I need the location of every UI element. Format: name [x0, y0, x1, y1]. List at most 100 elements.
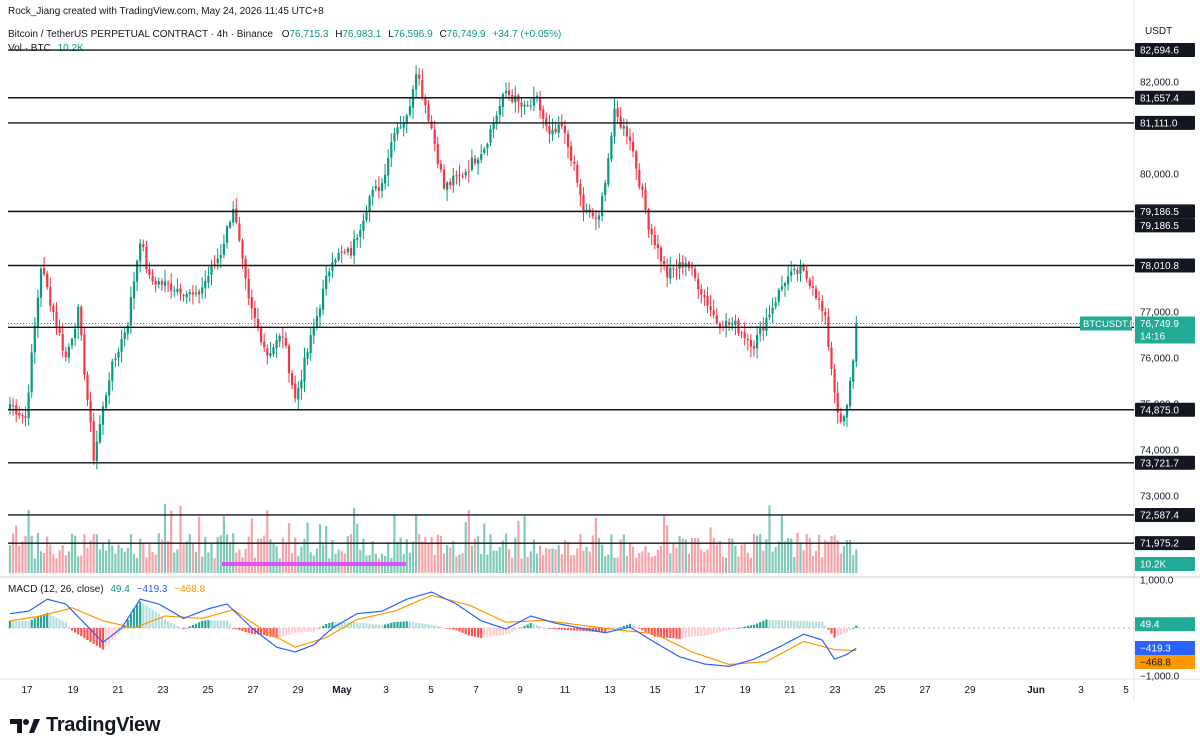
- candle-body: [362, 220, 365, 231]
- volume-bar: [411, 541, 415, 573]
- macd-histogram-bar: [545, 627, 548, 629]
- macd-histogram-bar: [430, 624, 433, 628]
- macd-histogram-bar: [123, 625, 126, 628]
- volume-bar: [700, 549, 703, 573]
- volume-bar: [737, 556, 740, 573]
- volume-bar: [359, 549, 362, 573]
- volume-bar: [591, 535, 594, 573]
- macd-histogram-bar: [694, 628, 697, 637]
- macd-histogram-bar: [455, 628, 458, 631]
- volume-legend[interactable]: Vol · BTC 10.2K: [8, 43, 84, 54]
- macd-histogram-bar: [424, 623, 427, 628]
- macd-histogram-bar: [842, 628, 845, 634]
- macd-histogram-bar: [105, 628, 108, 647]
- volume-bar: [294, 537, 297, 573]
- candle-body: [331, 262, 334, 271]
- volume-bar: [845, 539, 849, 573]
- macd-histogram-bar: [340, 622, 343, 628]
- candle-body: [132, 281, 136, 299]
- candle-body: [396, 127, 399, 135]
- macd-histogram-bar: [15, 620, 18, 628]
- candle-body: [607, 158, 610, 185]
- volume-bar: [269, 539, 272, 573]
- level-badge-label: 78,010.8: [1140, 261, 1179, 272]
- volume-bar: [353, 507, 356, 573]
- macd-badge-label: 49.4: [1140, 620, 1160, 631]
- tradingview-logo[interactable]: TradingView: [10, 714, 160, 737]
- volume-bar: [687, 553, 690, 573]
- volume-bar: [142, 542, 145, 573]
- macd-histogram-bar: [39, 615, 43, 628]
- candle-body: [160, 281, 163, 285]
- volume-bar: [284, 542, 287, 573]
- candle-body: [740, 332, 743, 334]
- macd-histogram-bar: [12, 620, 15, 628]
- candle-body: [635, 151, 638, 169]
- volume-bar: [774, 547, 777, 573]
- macd-histogram-bar: [495, 628, 498, 636]
- macd-histogram-bar: [284, 628, 287, 636]
- macd-histogram-bar: [433, 625, 436, 628]
- volume-bar: [557, 544, 560, 573]
- volume-bar: [635, 557, 638, 573]
- macd-histogram-bar: [331, 622, 334, 628]
- volume-bar: [185, 541, 188, 573]
- macd-histogram-bar: [399, 621, 402, 628]
- volume-bar: [322, 544, 325, 573]
- volume-bar: [566, 541, 570, 573]
- macd-histogram-bar: [353, 622, 356, 628]
- macd-histogram-bar: [188, 626, 191, 628]
- volume-bar: [260, 538, 263, 573]
- volume-bar: [61, 545, 64, 573]
- candle-body: [715, 315, 718, 324]
- macd-legend[interactable]: MACD (12, 26, close) 49.4 −419.3 −468.8: [8, 584, 205, 595]
- macd-histogram-bar: [768, 619, 771, 628]
- macd-histogram-bar: [613, 628, 616, 630]
- volume-bar: [734, 545, 737, 573]
- candle-body: [585, 209, 588, 212]
- macd-histogram-bar: [669, 628, 672, 639]
- candle-body: [498, 106, 501, 115]
- candle-body: [318, 308, 322, 317]
- candle-body: [204, 281, 207, 289]
- candle-body: [464, 171, 467, 176]
- macd-histogram-bar: [269, 628, 272, 637]
- volume-bar: [244, 548, 247, 573]
- candle-body: [855, 323, 858, 362]
- candle-body: [601, 196, 604, 216]
- macd-histogram-bar: [802, 620, 805, 628]
- macd-histogram-bar: [839, 628, 842, 635]
- macd-histogram-bar: [306, 628, 309, 632]
- candle-body: [229, 222, 232, 228]
- volume-bar: [715, 544, 718, 573]
- time-axis: 17 19 21 23 25 27 29 May 3 5 7 9 11 13 15 17 19 21 23 25 27 2…: [21, 685, 1129, 696]
- symbol-legend[interactable]: Bitcoin / TetherUS PERPETUAL CONTRACT · …: [8, 29, 561, 40]
- candle-body: [576, 164, 579, 183]
- macd-histogram-bar: [718, 628, 721, 633]
- currency-label[interactable]: USDT: [1145, 26, 1172, 37]
- volume-bar: [551, 548, 554, 573]
- volume-bars: [8, 503, 858, 573]
- candle-body: [811, 286, 814, 288]
- volume-bar: [439, 535, 442, 573]
- candle-body: [532, 97, 535, 106]
- macd-histogram-bar: [582, 628, 585, 632]
- volume-bar: [725, 557, 728, 573]
- volume-bar: [721, 556, 725, 573]
- macd-histogram-bar: [312, 628, 315, 632]
- candle-body: [353, 239, 356, 256]
- candle-body: [356, 237, 359, 240]
- volume-bar: [613, 557, 616, 573]
- candle-body: [402, 123, 405, 128]
- macd-badge-label: −419.3: [1140, 644, 1171, 655]
- candle-body: [114, 358, 117, 361]
- symbol-badge-label: BTCUSDT.P: [1083, 319, 1136, 330]
- volume-bar: [89, 540, 92, 573]
- volume-bar: [464, 522, 467, 573]
- candle-body: [849, 380, 852, 407]
- macd-histogram-bar: [49, 614, 52, 628]
- candle-body: [263, 341, 266, 348]
- macd-histogram-bar: [774, 620, 777, 628]
- macd-badge: [1135, 641, 1195, 655]
